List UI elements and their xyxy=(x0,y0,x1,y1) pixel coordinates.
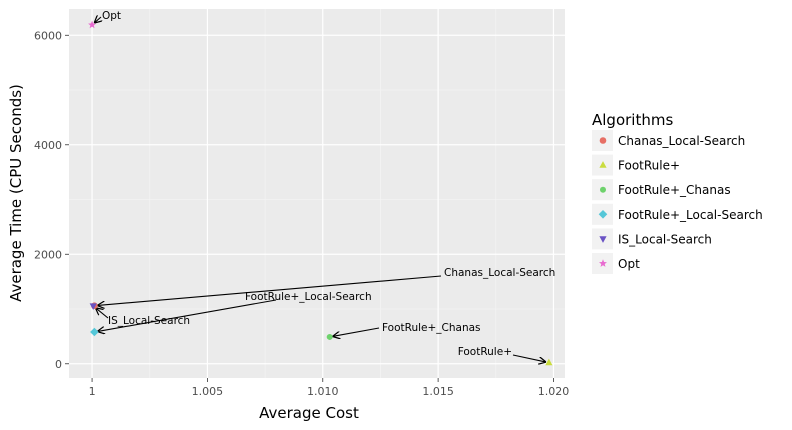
legend-item: FootRule+ xyxy=(592,154,680,176)
annotation-arrow xyxy=(333,327,380,336)
data-point xyxy=(90,327,99,337)
legend-item: IS_Local-Search xyxy=(592,228,712,250)
y-axis-title: Average Time (CPU Seconds) xyxy=(7,84,25,302)
annotation-arrow xyxy=(512,354,545,362)
annotation-label: Chanas_Local-Search xyxy=(444,267,555,279)
legend-label: IS_Local-Search xyxy=(618,232,712,246)
legend-label: FootRule+_Local-Search xyxy=(618,208,763,222)
y-tick-label: 2000 xyxy=(34,248,62,261)
legend-label: FootRule+ xyxy=(618,159,680,173)
legend-item: FootRule+_Local-Search xyxy=(592,203,763,225)
data-point xyxy=(89,303,97,311)
y-tick-label: 0 xyxy=(55,358,62,371)
x-tick-label: 1.015 xyxy=(422,385,454,398)
x-tick-label: 1.010 xyxy=(307,385,339,398)
x-axis-title: Average Cost xyxy=(259,404,359,422)
annotation-label: FootRule+ xyxy=(458,346,512,358)
legend-marker xyxy=(600,186,606,193)
annotation-arrow xyxy=(95,17,101,23)
annotation-arrow xyxy=(98,275,442,305)
annotation-label: FootRule+_Chanas xyxy=(382,322,481,334)
legend-marker xyxy=(599,259,607,267)
legend-title: Algorithms xyxy=(592,111,673,129)
grid-minor xyxy=(69,9,565,378)
data-points xyxy=(88,20,553,366)
legend-item: Opt xyxy=(592,253,640,274)
legend-label: FootRule+_Chanas xyxy=(618,183,731,197)
x-axis: 1 1.005 1.010 1.015 1.020 xyxy=(89,378,570,398)
annotations: Chanas_Local-Search FootRule+ FootRule+_Ch… xyxy=(95,10,555,362)
y-tick-label: 4000 xyxy=(34,139,62,152)
legend-marker xyxy=(599,161,607,168)
plot-panel xyxy=(69,9,565,378)
data-point xyxy=(545,358,553,366)
legend-label: Opt xyxy=(618,257,640,271)
legend-marker xyxy=(599,236,607,243)
legend-item: Chanas_Local-Search xyxy=(592,130,745,151)
x-tick-label: 1.020 xyxy=(538,385,570,398)
legend-item: FootRule+_Chanas xyxy=(592,179,731,201)
y-tick-label: 6000 xyxy=(34,29,62,42)
y-axis: 0 2000 4000 6000 xyxy=(34,29,69,371)
data-point xyxy=(326,333,333,340)
legend-label: Chanas_Local-Search xyxy=(618,134,745,148)
annotation-label: FootRule+_Local-Search xyxy=(245,291,372,303)
annotation-arrow xyxy=(96,308,109,319)
grid-major xyxy=(69,9,565,378)
x-tick-label: 1.005 xyxy=(192,385,224,398)
legend-marker xyxy=(599,137,607,144)
annotation-label: IS_Local-Search xyxy=(108,315,190,327)
data-point xyxy=(88,20,97,29)
annotation-label: Opt xyxy=(102,10,121,22)
legend: Algorithms Chanas_Local-Search FootRule+ F… xyxy=(592,111,763,274)
annotation-arrow xyxy=(98,299,277,331)
x-tick-label: 1 xyxy=(89,385,96,398)
legend-marker xyxy=(598,210,608,219)
